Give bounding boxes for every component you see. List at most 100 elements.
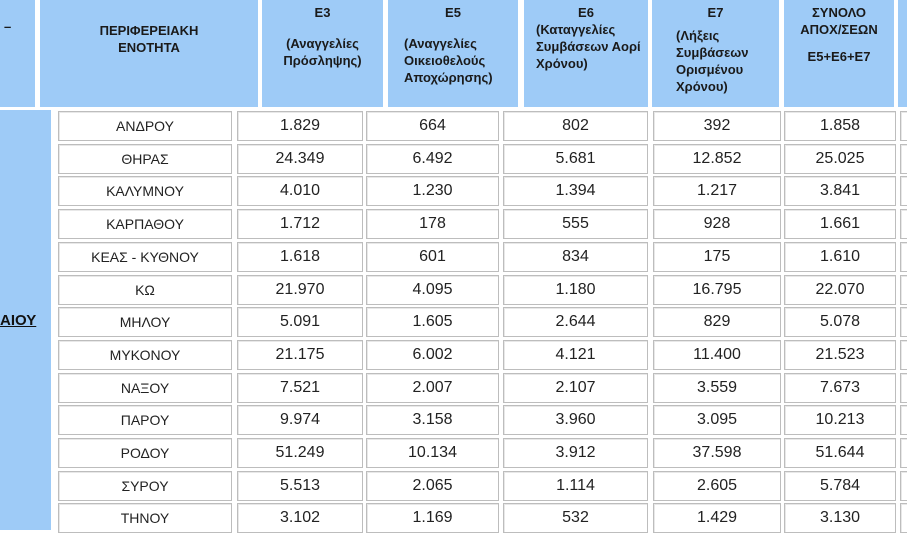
cell-extra [900,503,907,534]
cell-e7: 3.559 [653,372,781,403]
cell-e3: 5.091 [237,307,363,338]
header-col0-text: – [4,19,12,34]
cell-region: ΑΝΔΡΟΥ [58,111,232,141]
cell-total: 1.610 [784,241,896,272]
cell-region: ΜΥΚΟΝΟΥ [58,339,232,370]
cell-e3: 1.829 [237,111,363,141]
cell-extra [900,176,907,207]
cell-e3: 21.970 [237,274,363,305]
cell-region: ΣΥΡΟΥ [58,470,232,501]
header-e3-desc: (Αναγγελίες Πρόσληψης) [283,36,362,68]
table-row: ΤΗΝΟΥ 3.102 1.169 532 1.429 3.130 [0,503,907,534]
cell-total: 10.213 [784,405,896,436]
cell-region: ΝΑΞΟΥ [58,372,232,403]
cell-total: 1.661 [784,209,896,240]
header-e5-code: Ε5 [445,5,461,20]
side-region-column [0,110,51,530]
cell-extra [900,470,907,501]
cell-e3: 7.521 [237,372,363,403]
header-e7-desc: (Λήξεις Συμβάσεων Ορισμένου Χρόνου) [676,28,749,94]
cell-e3: 9.974 [237,405,363,436]
cell-e7: 928 [653,209,781,240]
cell-e6: 532 [503,503,648,534]
cell-e6: 2.644 [503,307,648,338]
cell-extra [900,307,907,338]
cell-e5: 1.169 [366,503,499,534]
cell-e7: 2.605 [653,470,781,501]
cell-e6: 1.394 [503,176,648,207]
table-row: ΑΝΔΡΟΥ 1.829 664 802 392 1.858 [0,111,907,141]
cell-e5: 6.492 [366,143,499,174]
cell-e7: 37.598 [653,438,781,468]
header-region: ΠΕΡΙΦΕΡΕΙΑΚΗ ΕΝΟΤΗΤΑ [40,0,258,107]
cell-e7: 1.217 [653,176,781,207]
header-total-formula: Ε5+Ε6+Ε7 [807,49,871,64]
cell-total: 22.070 [784,274,896,305]
cell-e6: 3.960 [503,405,648,436]
cell-total: 25.025 [784,143,896,174]
cell-extra [900,339,907,370]
cell-extra [900,241,907,272]
cell-region: ΚΩ [58,274,232,305]
cell-total: 51.644 [784,438,896,468]
header-e5-desc: (Αναγγελίες Οικειοθελούς Αποχώρησης) [404,36,493,85]
cell-region: ΚΕΑΣ - ΚΥΘΝΟΥ [58,241,232,272]
cell-e7: 1.429 [653,503,781,534]
header-e5: Ε5 (Αναγγελίες Οικειοθελούς Αποχώρησης) [388,0,518,107]
cell-e5: 10.134 [366,438,499,468]
cell-e3: 5.513 [237,470,363,501]
table-row: ΝΑΞΟΥ 7.521 2.007 2.107 3.559 7.673 [0,372,907,403]
table-row: ΚΑΡΠΑΘΟΥ 1.712 178 555 928 1.661 [0,209,907,240]
cell-region: ΤΗΝΟΥ [58,503,232,534]
cell-total: 3.841 [784,176,896,207]
table-row: ΜΗΛΟΥ 5.091 1.605 2.644 829 5.078 [0,307,907,338]
cell-total: 3.130 [784,503,896,534]
table-row: ΡΟΔΟΥ 51.249 10.134 3.912 37.598 51.644 [0,438,907,468]
cell-e5: 601 [366,241,499,272]
cell-e3: 24.349 [237,143,363,174]
cell-e7: 12.852 [653,143,781,174]
cell-e3: 3.102 [237,503,363,534]
header-total: ΣΥΝΟΛΟ ΑΠΟΧ/ΣΕΩΝ Ε5+Ε6+Ε7 [784,0,894,107]
cell-extra [900,111,907,141]
cell-e5: 4.095 [366,274,499,305]
cell-e6: 1.180 [503,274,648,305]
cell-e3: 1.712 [237,209,363,240]
cell-region: ΠΑΡΟΥ [58,405,232,436]
header-e7: Ε7 (Λήξεις Συμβάσεων Ορισμένου Χρόνου) [652,0,779,107]
header-col0: – [0,0,35,107]
cell-total: 5.784 [784,470,896,501]
cell-e6: 555 [503,209,648,240]
header-e7-code: Ε7 [707,5,724,20]
cell-e3: 1.618 [237,241,363,272]
cell-e6: 2.107 [503,372,648,403]
cell-e7: 11.400 [653,339,781,370]
cell-region: ΜΗΛΟΥ [58,307,232,338]
cell-e5: 1.230 [366,176,499,207]
cell-total: 21.523 [784,339,896,370]
cell-region: ΘΗΡΑΣ [58,143,232,174]
cell-total: 7.673 [784,372,896,403]
cell-extra [900,405,907,436]
cell-total: 5.078 [784,307,896,338]
cell-extra [900,274,907,305]
cell-e5: 6.002 [366,339,499,370]
header-region-text: ΠΕΡΙΦΕΡΕΙΑΚΗ ΕΝΟΤΗΤΑ [99,23,199,55]
table-row: ΠΑΡΟΥ 9.974 3.158 3.960 3.095 10.213 [0,405,907,436]
cell-e6: 1.114 [503,470,648,501]
cell-e5: 3.158 [366,405,499,436]
table-row: ΚΕΑΣ - ΚΥΘΝΟΥ 1.618 601 834 175 1.610 [0,241,907,272]
table-row: ΚΑΛΥΜΝΟΥ 4.010 1.230 1.394 1.217 3.841 [0,176,907,207]
table-row: ΣΥΡΟΥ 5.513 2.065 1.114 2.605 5.784 [0,470,907,501]
cell-e6: 802 [503,111,648,141]
cell-e5: 2.065 [366,470,499,501]
cell-e3: 51.249 [237,438,363,468]
header-total-title: ΣΥΝΟΛΟ ΑΠΟΧ/ΣΕΩΝ [800,5,878,37]
cell-e5: 664 [366,111,499,141]
cell-e7: 16.795 [653,274,781,305]
cell-e3: 4.010 [237,176,363,207]
cell-region: ΡΟΔΟΥ [58,438,232,468]
cell-e5: 2.007 [366,372,499,403]
cell-e6: 834 [503,241,648,272]
cell-e3: 21.175 [237,339,363,370]
